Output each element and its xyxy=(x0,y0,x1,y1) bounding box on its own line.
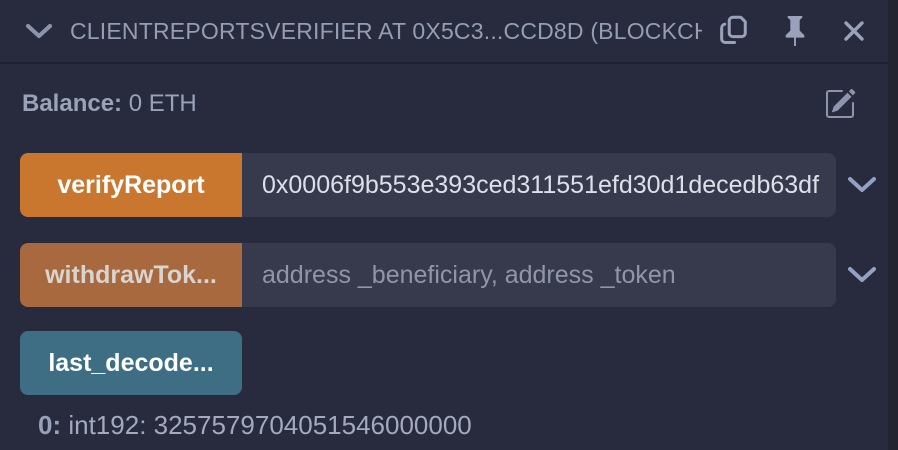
verifyreport-input-value: 0x0006f9b553e393ced311551efd30d1decedb63… xyxy=(262,170,820,199)
verifyreport-expand-chevron-icon[interactable] xyxy=(836,153,888,217)
balance-text: Balance: 0 ETH xyxy=(22,90,197,118)
withdrawtoken-expand-chevron-icon[interactable] xyxy=(836,243,888,307)
panel-right-edge xyxy=(888,0,898,450)
balance-row: Balance: 0 ETH xyxy=(22,84,870,124)
decoded-output-line: 0: int192: 3257579704051546000000 xyxy=(38,410,858,441)
function-row-verifyreport: verifyReport 0x0006f9b553e393ced311551ef… xyxy=(20,153,888,217)
chevron-down-icon[interactable] xyxy=(24,21,54,41)
function-row-lastdecode: last_decode... xyxy=(20,331,888,395)
withdrawtoken-input-placeholder: address _beneficiary, address _token xyxy=(262,260,676,289)
output-index: 0: xyxy=(38,410,62,440)
contract-header[interactable]: CLIENTREPORTSVERIFIER AT 0X5C3...CCD8D (… xyxy=(0,0,888,64)
withdrawtoken-input[interactable]: address _beneficiary, address _token xyxy=(242,243,836,307)
close-icon[interactable] xyxy=(840,17,868,45)
lastdecode-button[interactable]: last_decode... xyxy=(20,331,242,395)
header-actions xyxy=(716,14,868,48)
output-value: int192: 3257579704051546000000 xyxy=(61,410,472,440)
verifyreport-input[interactable]: 0x0006f9b553e393ced311551efd30d1decedb63… xyxy=(242,153,836,217)
balance-value: 0 ETH xyxy=(128,90,197,117)
withdrawtoken-button[interactable]: withdrawTok... xyxy=(20,243,242,307)
verifyreport-button[interactable]: verifyReport xyxy=(20,153,242,217)
balance-label: Balance: xyxy=(22,90,123,117)
copy-icon[interactable] xyxy=(716,14,750,48)
contract-title: CLIENTREPORTSVERIFIER AT 0X5C3...CCD8D (… xyxy=(70,17,702,44)
function-row-withdrawtoken: withdrawTok... address _beneficiary, add… xyxy=(20,243,888,307)
pin-icon[interactable] xyxy=(780,16,810,46)
edit-pencil-square-icon[interactable] xyxy=(824,88,856,120)
